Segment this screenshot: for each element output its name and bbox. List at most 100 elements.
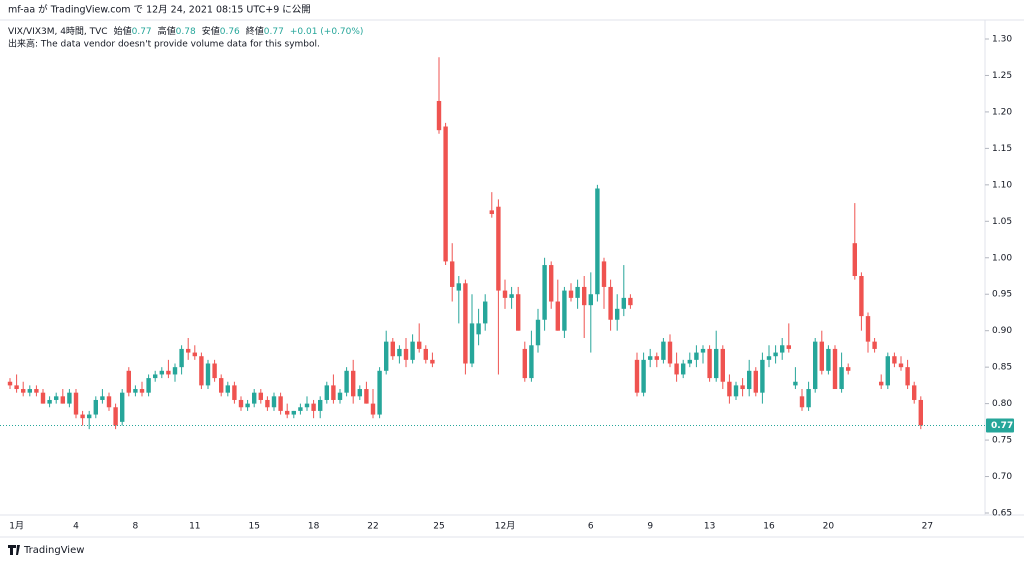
y-tick-label: 1.05	[992, 217, 1012, 227]
low-label: 安値	[202, 25, 220, 37]
candle-body	[113, 407, 118, 426]
candle-body	[648, 356, 653, 360]
low-value: 0.76	[220, 27, 240, 37]
candle-body	[199, 356, 204, 386]
y-tick-label: 0.85	[992, 363, 1012, 373]
candle-body	[819, 341, 824, 371]
candle-body	[186, 348, 191, 353]
candle-body	[370, 403, 376, 415]
y-tick-label: 0.75	[992, 436, 1012, 446]
candle-body	[496, 206, 501, 291]
candle-body	[654, 356, 659, 360]
symbol: VIX/VIX3M, 4時間, TVC	[8, 26, 108, 37]
candle-body	[469, 323, 475, 364]
candle-body	[232, 385, 237, 400]
x-tick-label: 18	[308, 522, 320, 532]
candle-body	[588, 294, 593, 306]
candle-body	[258, 392, 263, 400]
candle-body	[271, 396, 277, 408]
candle-body	[34, 389, 39, 393]
candle-body	[450, 261, 455, 287]
y-tick-label: 0.65	[992, 509, 1012, 519]
candle-body	[106, 396, 112, 408]
candle-body	[575, 286, 580, 298]
candle-body	[799, 396, 805, 408]
candle-body	[225, 385, 230, 393]
candle-body	[879, 381, 884, 386]
change: +0.01 (+0.70%)	[290, 27, 364, 37]
candle-body	[7, 381, 13, 386]
x-tick-label: 6	[588, 522, 594, 532]
candle-body	[245, 403, 250, 408]
candle-body	[747, 370, 752, 390]
candle-body	[582, 286, 587, 306]
candle-body	[595, 188, 600, 295]
published-note: mf-aa が TradingView.com で 12月 24, 2021 0…	[8, 4, 311, 16]
candle-body	[865, 316, 871, 342]
candle-body	[67, 392, 72, 404]
candle-body	[357, 389, 362, 397]
candle-body	[172, 367, 178, 375]
x-tick-label: 12月	[495, 521, 515, 532]
candle-body	[562, 290, 567, 331]
candle-body	[14, 385, 19, 390]
candle-body	[47, 399, 52, 404]
x-tick-label: 22	[367, 522, 378, 532]
candle-body	[278, 396, 283, 411]
candle-body	[661, 341, 666, 360]
candle-body	[120, 392, 125, 422]
candle-body	[192, 352, 197, 357]
candle-body	[80, 414, 85, 419]
high-value: 0.78	[176, 27, 196, 37]
candle-body	[324, 385, 329, 400]
candle-body	[918, 399, 923, 426]
candle-body	[436, 100, 442, 131]
y-tick-label: 1.25	[992, 71, 1012, 81]
x-tick-label: 8	[133, 522, 139, 532]
x-tick-label: 1月	[9, 521, 24, 532]
candle-body	[483, 301, 488, 324]
candle-body	[100, 396, 105, 400]
candle-body	[417, 341, 422, 349]
candle-body	[509, 294, 514, 298]
candle-body	[826, 348, 831, 371]
y-tick-label: 1.10	[992, 180, 1012, 190]
candle-body	[694, 352, 699, 360]
candle-body	[898, 363, 904, 368]
candle-body	[397, 348, 402, 357]
candle-body	[700, 348, 706, 353]
candle-body	[87, 414, 92, 419]
candle-body	[667, 341, 673, 364]
candle-body	[212, 363, 217, 379]
candle-body	[720, 348, 725, 382]
candle-body	[912, 385, 917, 400]
x-tick-label: 13	[704, 522, 715, 532]
candle-body	[344, 370, 349, 393]
legend: VIX/VIX3M, 4時間, TVC 始値0.77 高値0.78 安値0.76 終値0…	[8, 25, 363, 50]
candle-body	[773, 352, 778, 357]
candle-body	[601, 261, 607, 287]
candle-body	[403, 348, 409, 360]
candle-body	[806, 389, 811, 408]
candle-body	[443, 126, 448, 262]
candle-body	[463, 283, 468, 364]
candle-body	[252, 392, 257, 404]
candle-body	[179, 348, 184, 368]
candle-body	[153, 374, 158, 379]
candle-body	[502, 290, 508, 298]
candle-body	[687, 359, 692, 364]
candle-body	[238, 399, 244, 408]
x-tick-label: 27	[922, 522, 933, 532]
candle-body	[205, 363, 211, 386]
x-tick-label: 11	[189, 522, 200, 532]
x-tick-label: 9	[647, 522, 653, 532]
x-tick-label: 4	[73, 522, 79, 532]
candle-body	[21, 389, 26, 393]
candle-body	[786, 345, 791, 349]
candle-body	[535, 319, 541, 346]
candle-body	[681, 363, 686, 375]
candle-body	[621, 297, 626, 309]
close-label: 終値	[246, 25, 264, 37]
